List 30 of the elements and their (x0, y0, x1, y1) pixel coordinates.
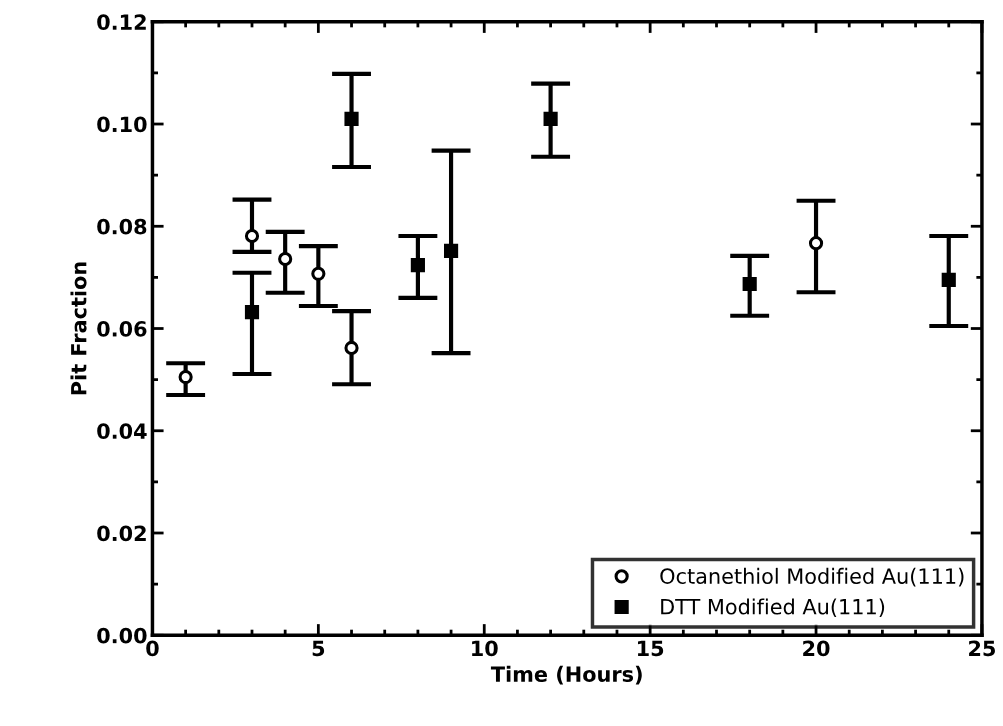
y-tick-label: 0.08 (97, 218, 147, 235)
y-tick-label: 0.12 (97, 14, 146, 30)
x-axis-title: Time (Hours) (490, 665, 642, 685)
x-tick-label: 20 (803, 640, 830, 657)
point (941, 272, 956, 288)
point (178, 370, 193, 385)
point (244, 228, 260, 244)
point (344, 340, 359, 356)
point (344, 111, 359, 126)
x-tick-label: 15 (638, 640, 664, 657)
x-tick-label: 0 (146, 640, 159, 657)
y-tick-label: 0.10 (97, 116, 147, 133)
y-tick-label: 0.06 (97, 320, 147, 337)
x-tick-label: 5 (312, 640, 325, 657)
y-tick-label: 0.04 (97, 423, 147, 439)
point (244, 305, 260, 320)
point (410, 258, 425, 273)
point (278, 251, 293, 267)
y-tick-label: 0.02 (97, 525, 146, 542)
x-tick-label: 10 (472, 640, 498, 657)
legend-label: Octanethiol Modified Au(111) (660, 567, 964, 587)
x-tick-label: 25 (969, 640, 995, 657)
point (311, 266, 326, 281)
point (808, 236, 824, 251)
y-axis-title: Pit Fraction (70, 262, 87, 395)
point (742, 276, 757, 292)
legend-label: DTT Modified Au(111) (661, 598, 885, 617)
point (443, 243, 459, 258)
point (543, 111, 558, 126)
y-tick-label: 0.00 (97, 627, 147, 644)
